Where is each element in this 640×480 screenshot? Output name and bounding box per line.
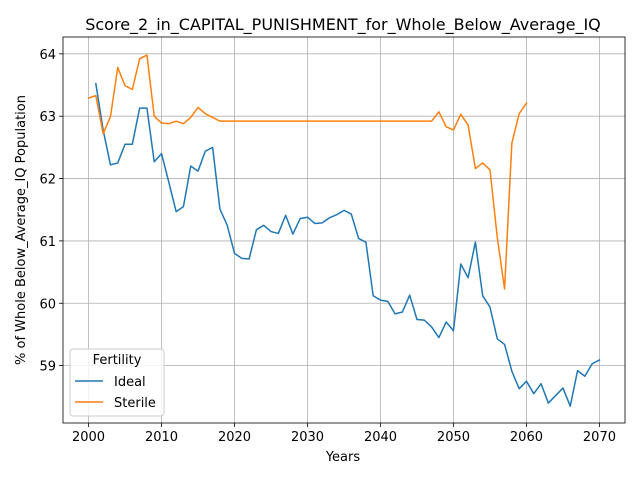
y-tick-label: 61 bbox=[39, 235, 56, 250]
plot-lines bbox=[87, 54, 601, 407]
y-tick-label: 59 bbox=[39, 360, 56, 375]
legend: Fertility Ideal Sterile bbox=[69, 348, 165, 417]
x-tick-label: 2060 bbox=[510, 430, 543, 445]
y-tick-label: 60 bbox=[39, 297, 56, 312]
legend-label-ideal: Ideal bbox=[114, 375, 146, 390]
y-tick-label: 63 bbox=[39, 110, 56, 125]
y-tick-label: 62 bbox=[39, 173, 56, 188]
x-tick-label: 2040 bbox=[364, 430, 397, 445]
x-tick-label: 2070 bbox=[583, 430, 616, 445]
y-axis-ticks: 59 60 61 62 63 64 bbox=[39, 48, 63, 375]
x-axis-ticks: 2000 2010 2020 2030 2040 2050 2060 2070 bbox=[72, 423, 616, 445]
series-line-sterile bbox=[87, 54, 528, 290]
series-line-ideal bbox=[94, 82, 601, 407]
y-axis-label: % of Whole Below_Average_IQ Population bbox=[14, 95, 29, 365]
x-tick-label: 2000 bbox=[72, 430, 105, 445]
x-tick-label: 2010 bbox=[145, 430, 178, 445]
chart-title: Score_2_in_CAPITAL_PUNISHMENT_for_Whole_… bbox=[85, 15, 601, 35]
legend-box bbox=[69, 348, 165, 417]
x-tick-label: 2050 bbox=[437, 430, 470, 445]
x-tick-label: 2020 bbox=[218, 430, 251, 445]
plot-frame bbox=[62, 36, 626, 424]
legend-title: Fertility bbox=[93, 353, 142, 368]
y-tick-label: 64 bbox=[39, 48, 56, 63]
x-tick-label: 2030 bbox=[291, 430, 324, 445]
x-axis-label: Years bbox=[325, 450, 361, 465]
legend-label-sterile: Sterile bbox=[114, 396, 156, 411]
